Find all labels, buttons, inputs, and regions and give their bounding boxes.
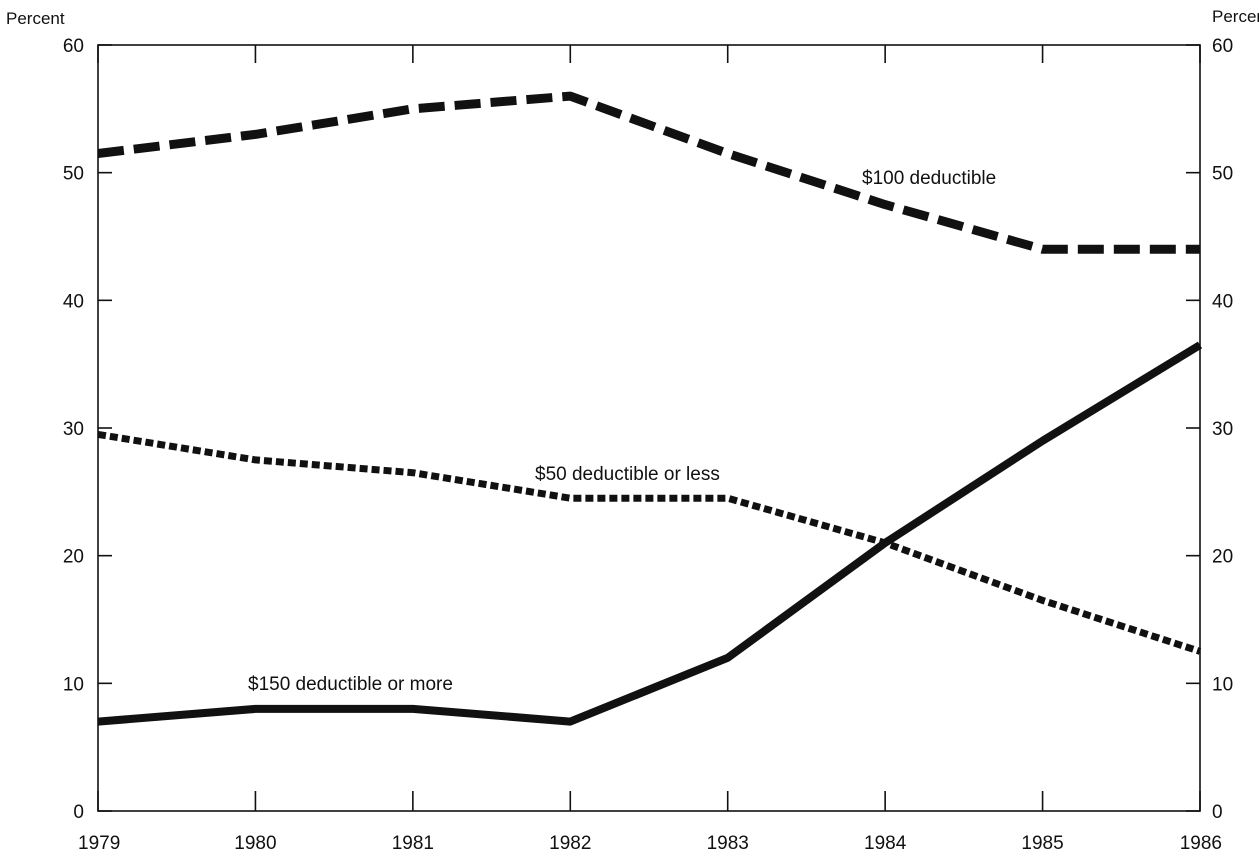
series-1-point-1986 — [1197, 648, 1203, 654]
y-tick-label-left-50: 50 — [63, 164, 84, 185]
series-0-point-1979 — [95, 151, 101, 157]
y-tick-label-left-30: 30 — [63, 419, 84, 440]
series-2-point-1985 — [1040, 438, 1046, 444]
x-tick-label-1983: 1983 — [707, 833, 749, 854]
series-2-point-1979 — [95, 719, 101, 725]
plot-area-frame — [97, 44, 1201, 812]
series-2-point-1986 — [1197, 342, 1203, 348]
y-tick-label-right-20: 20 — [1212, 547, 1233, 568]
y-tick-label-left-0: 0 — [73, 802, 84, 823]
series-line-2 — [97, 341, 1203, 726]
y-tick-label-right-50: 50 — [1212, 164, 1233, 185]
series-0-point-1980 — [252, 131, 258, 137]
series-0-point-1981 — [410, 106, 416, 112]
series-1-point-1983 — [725, 495, 731, 501]
series-0-point-1985 — [1040, 246, 1046, 252]
series-2-point-1981 — [410, 706, 416, 712]
series-2-point-1980 — [252, 706, 258, 712]
series-line-0 — [97, 91, 1200, 254]
series-2-point-1984 — [882, 540, 888, 546]
series-2-point-1982 — [567, 719, 573, 725]
x-tick-label-1981: 1981 — [392, 833, 434, 854]
series-layer — [95, 91, 1203, 726]
series-label-150-deductible-or-more: $150 deductible or more — [248, 674, 453, 695]
series-label-50-deductible-or-less: $50 deductible or less — [535, 464, 720, 485]
y-axis-title-left: Percent — [6, 9, 65, 28]
x-tick-label-1986: 1986 — [1180, 833, 1222, 854]
y-tick-label-right-40: 40 — [1212, 291, 1233, 312]
y-tick-label-right-30: 30 — [1212, 419, 1233, 440]
x-tick-label-1985: 1985 — [1021, 833, 1063, 854]
series-1-point-1979 — [95, 431, 101, 437]
x-tick-label-1979: 1979 — [78, 833, 120, 854]
y-tick-label-left-40: 40 — [63, 291, 84, 312]
series-0-point-1984 — [882, 202, 888, 208]
y-tick-label-right-10: 10 — [1212, 674, 1233, 695]
series-2-point-1983 — [725, 655, 731, 661]
ticks-layer: 0 0 10 10 20 20 30 30 40 40 50 50 60 60 1979 1980 1981 19… — [63, 36, 1233, 854]
series-1-point-1985 — [1040, 597, 1046, 603]
series-1-point-1981 — [410, 470, 416, 476]
x-tick-label-1984: 1984 — [864, 833, 907, 854]
series-1-point-1980 — [252, 457, 258, 463]
series-0-point-1982 — [567, 93, 573, 99]
series-0-point-1983 — [725, 151, 731, 157]
x-tick-label-1982: 1982 — [549, 833, 591, 854]
series-line-1 — [97, 430, 1202, 655]
series-label-100-deductible: $100 deductible — [862, 168, 996, 189]
series-1-point-1982 — [567, 495, 573, 501]
x-tick-label-1980: 1980 — [234, 833, 276, 854]
y-axis-title-right: Percent — [1212, 7, 1259, 26]
y-tick-label-left-60: 60 — [63, 36, 84, 57]
y-tick-label-left-20: 20 — [63, 547, 84, 568]
y-tick-label-right-0: 0 — [1212, 802, 1223, 823]
y-tick-label-right-60: 60 — [1212, 36, 1233, 57]
y-tick-label-left-10: 10 — [63, 674, 84, 695]
series-0-point-1986 — [1197, 246, 1203, 252]
